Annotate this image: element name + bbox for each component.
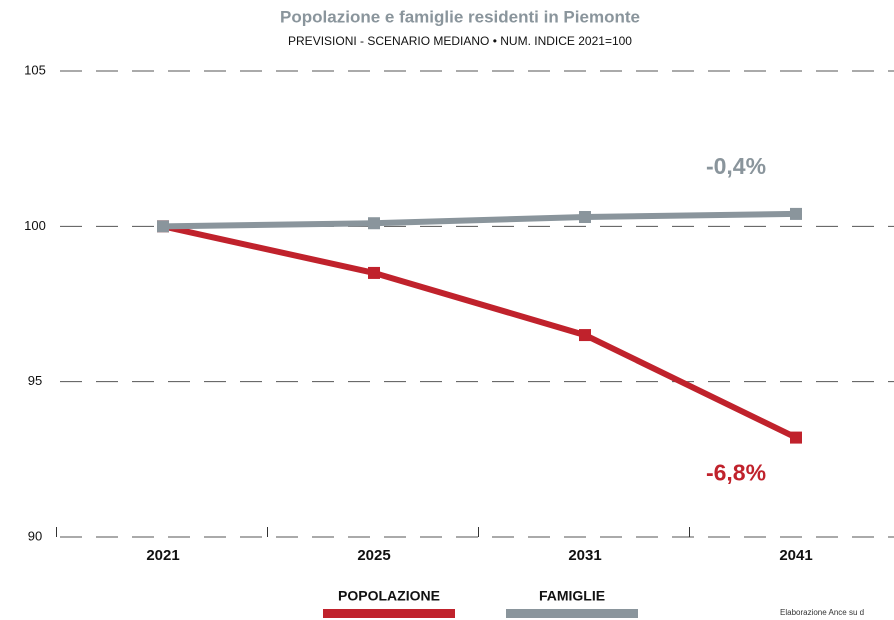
x-tick-label: 2041 bbox=[779, 547, 812, 564]
point-marker bbox=[157, 220, 169, 233]
point-marker bbox=[368, 266, 380, 279]
series-annotation: -6,8% bbox=[706, 460, 766, 486]
x-tick-label: 2021 bbox=[146, 547, 179, 564]
y-tick-label: 100 bbox=[24, 218, 46, 233]
legend-label: POPOLAZIONE bbox=[338, 588, 440, 604]
series-line bbox=[162, 210, 797, 230]
series-line bbox=[162, 223, 798, 441]
point-marker bbox=[368, 217, 380, 230]
x-tick-label: 2025 bbox=[357, 547, 390, 564]
y-tick-label: 90 bbox=[28, 528, 42, 543]
source-note: Elaborazione Ance su d bbox=[780, 608, 864, 617]
legend-label: FAMIGLIE bbox=[539, 588, 605, 604]
series-annotation: -0,4% bbox=[706, 153, 766, 179]
chart-title: Popolazione e famiglie residenti in Piem… bbox=[280, 7, 640, 26]
point-marker bbox=[579, 329, 591, 342]
y-tick-label: 105 bbox=[24, 62, 46, 77]
legend-swatch bbox=[506, 609, 638, 618]
chart-subtitle: PREVISIONI - SCENARIO MEDIANO • NUM. IND… bbox=[288, 34, 632, 48]
point-marker bbox=[790, 207, 802, 220]
legend-swatch bbox=[323, 609, 455, 618]
point-marker bbox=[790, 431, 802, 444]
point-marker bbox=[579, 211, 591, 224]
x-tick-label: 2031 bbox=[568, 547, 601, 564]
y-tick-label: 95 bbox=[28, 373, 42, 388]
